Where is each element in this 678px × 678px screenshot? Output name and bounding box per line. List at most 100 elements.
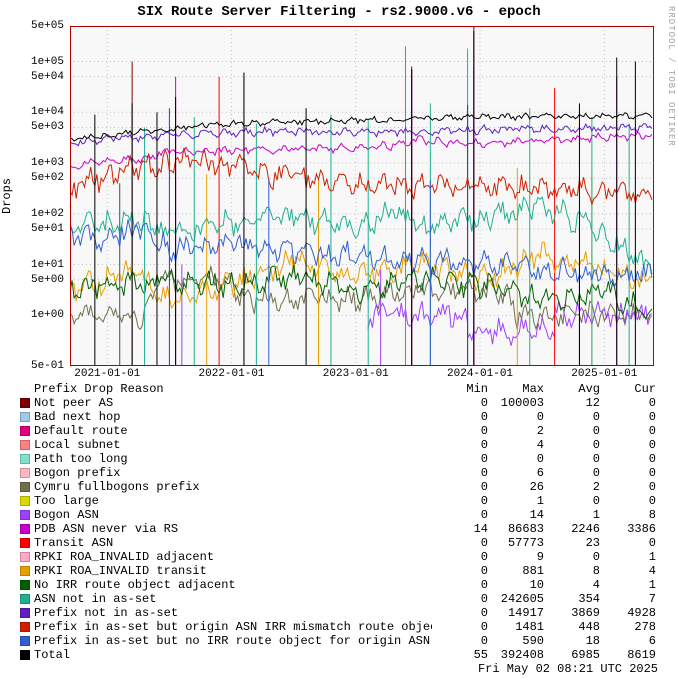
legend-avg: 12 <box>544 396 600 410</box>
legend-swatch <box>20 398 30 408</box>
x-tick-label: 2024-01-01 <box>447 368 513 380</box>
x-tick-label: 2021-01-01 <box>74 368 140 380</box>
legend-avg: 0 <box>544 494 600 508</box>
legend-label: Path too long <box>34 452 432 466</box>
x-tick-label: 2025-01-01 <box>571 368 637 380</box>
legend-min: 0 <box>432 536 488 550</box>
legend-min: 0 <box>432 564 488 578</box>
legend-swatch <box>20 650 30 660</box>
legend-row: Prefix in as-set but origin ASN IRR mism… <box>20 620 656 634</box>
legend-max: 392408 <box>488 648 544 662</box>
legend-min: 0 <box>432 396 488 410</box>
legend-min: 0 <box>432 452 488 466</box>
legend-swatch <box>20 538 30 548</box>
legend-max: 881 <box>488 564 544 578</box>
legend-swatch <box>20 566 30 576</box>
legend-row: Not peer AS0100003120 <box>20 396 656 410</box>
legend-label: Prefix in as-set but no IRR route object… <box>34 634 432 648</box>
rrdtool-watermark: RRDTOOL / TOBI OETIKER <box>666 6 676 147</box>
y-tick-label: 5e+04 <box>31 71 64 83</box>
legend-min: 0 <box>432 620 488 634</box>
legend-avg: 354 <box>544 592 600 606</box>
legend-swatch <box>20 426 30 436</box>
legend-max: 100003 <box>488 396 544 410</box>
legend-swatch <box>20 524 30 534</box>
x-tick-label: 2022-01-01 <box>199 368 265 380</box>
legend-cur: 8619 <box>600 648 656 662</box>
legend-swatch <box>20 594 30 604</box>
legend-label: ASN not in as-set <box>34 592 432 606</box>
legend-min: 0 <box>432 480 488 494</box>
legend-row: PDB ASN never via RS148668322463386 <box>20 522 656 536</box>
legend-min: 0 <box>432 508 488 522</box>
legend-row: Prefix in as-set but no IRR route object… <box>20 634 656 648</box>
y-tick-label: 5e+00 <box>31 274 64 286</box>
legend-avg: 448 <box>544 620 600 634</box>
legend-min: 0 <box>432 466 488 480</box>
legend-avg: 2 <box>544 480 600 494</box>
legend-swatch <box>20 468 30 478</box>
legend-max: 590 <box>488 634 544 648</box>
legend-avg: 0 <box>544 438 600 452</box>
legend: Prefix Drop ReasonMinMaxAvgCurNot peer A… <box>20 382 656 662</box>
chart-svg <box>70 26 654 366</box>
y-tick-label: 5e+05 <box>31 20 64 32</box>
legend-avg: 1 <box>544 508 600 522</box>
legend-label: Default route <box>34 424 432 438</box>
legend-cur: 1 <box>600 578 656 592</box>
legend-label: Not peer AS <box>34 396 432 410</box>
legend-cur: 0 <box>600 452 656 466</box>
legend-cur: 3386 <box>600 522 656 536</box>
legend-header-cell: Avg <box>544 382 600 396</box>
legend-cur: 8 <box>600 508 656 522</box>
legend-min: 0 <box>432 494 488 508</box>
legend-max: 14 <box>488 508 544 522</box>
legend-cur: 0 <box>600 494 656 508</box>
legend-cur: 4928 <box>600 606 656 620</box>
legend-swatch <box>20 482 30 492</box>
y-tick-label: 5e+01 <box>31 223 64 235</box>
legend-max: 14917 <box>488 606 544 620</box>
legend-row: RPKI ROA_INVALID transit088184 <box>20 564 656 578</box>
legend-row: RPKI ROA_INVALID adjacent0901 <box>20 550 656 564</box>
legend-swatch <box>20 440 30 450</box>
y-tick-label: 1e+05 <box>31 56 64 68</box>
legend-label: Bad next hop <box>34 410 432 424</box>
legend-avg: 0 <box>544 410 600 424</box>
legend-max: 2 <box>488 424 544 438</box>
legend-row: Too large0100 <box>20 494 656 508</box>
legend-avg: 2246 <box>544 522 600 536</box>
legend-max: 0 <box>488 410 544 424</box>
legend-max: 6 <box>488 466 544 480</box>
legend-max: 0 <box>488 452 544 466</box>
legend-row: Local subnet0400 <box>20 438 656 452</box>
legend-cur: 0 <box>600 424 656 438</box>
legend-avg: 0 <box>544 452 600 466</box>
legend-cur: 0 <box>600 536 656 550</box>
legend-max: 1481 <box>488 620 544 634</box>
timestamp: Fri May 02 08:21 UTC 2025 <box>478 662 658 676</box>
legend-cur: 6 <box>600 634 656 648</box>
legend-swatch <box>20 636 30 646</box>
legend-min: 55 <box>432 648 488 662</box>
y-tick-label: 5e+02 <box>31 172 64 184</box>
legend-header-cell: Cur <box>600 382 656 396</box>
y-tick-label: 1e+01 <box>31 259 64 271</box>
legend-min: 0 <box>432 578 488 592</box>
legend-swatch <box>20 454 30 464</box>
legend-header: Prefix Drop ReasonMinMaxAvgCur <box>20 382 656 396</box>
legend-max: 4 <box>488 438 544 452</box>
legend-avg: 8 <box>544 564 600 578</box>
legend-label: RPKI ROA_INVALID adjacent <box>34 550 432 564</box>
y-tick-label: 1e+03 <box>31 157 64 169</box>
legend-cur: 1 <box>600 550 656 564</box>
legend-max: 10 <box>488 578 544 592</box>
legend-avg: 18 <box>544 634 600 648</box>
legend-avg: 0 <box>544 466 600 480</box>
legend-avg: 0 <box>544 550 600 564</box>
legend-header-label: Prefix Drop Reason <box>34 382 432 396</box>
legend-max: 1 <box>488 494 544 508</box>
y-tick-label: 1e+02 <box>31 208 64 220</box>
y-tick-label: 1e+04 <box>31 106 64 118</box>
legend-min: 0 <box>432 606 488 620</box>
